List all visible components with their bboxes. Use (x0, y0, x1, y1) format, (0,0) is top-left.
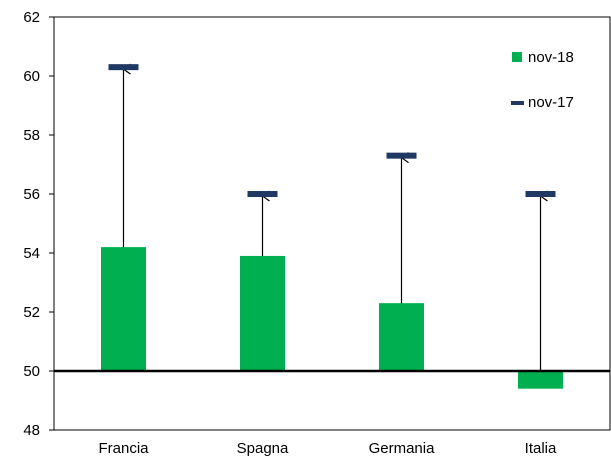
marker-spagna (247, 191, 278, 197)
y-tick-label: 62 (23, 9, 40, 26)
legend-swatch-nov-17 (511, 101, 524, 105)
bar-italia (518, 371, 563, 389)
x-tick-label: Germania (369, 440, 436, 457)
marker-italia (525, 191, 556, 197)
legend: nov-18 nov-17 (511, 49, 574, 111)
x-axis-labels: Francia Spagna Germania Italia (98, 440, 557, 457)
y-axis: 48 50 52 54 56 58 60 62 (23, 9, 54, 439)
bar-spagna (240, 255, 285, 371)
legend-label-nov-18: nov-18 (528, 49, 574, 66)
plot-area (53, 16, 611, 431)
legend-swatch-nov-18 (512, 52, 522, 62)
bar-germania (379, 303, 424, 371)
y-tick-label: 54 (23, 245, 40, 262)
y-tick-label: 58 (23, 127, 40, 144)
bars (101, 247, 563, 389)
x-tick-label: Italia (525, 440, 557, 457)
bar-francia (101, 247, 146, 371)
legend-label-nov-17: nov-17 (528, 94, 574, 111)
marker-francia (108, 64, 139, 71)
y-tick-label: 48 (23, 422, 40, 439)
x-tick-label: Francia (98, 440, 149, 457)
markers (108, 64, 556, 197)
y-tick-label: 60 (23, 68, 40, 85)
x-tick-label: Spagna (237, 440, 289, 457)
y-tick-label: 56 (23, 186, 40, 203)
marker-germania (386, 152, 417, 159)
y-tick-label: 52 (23, 304, 40, 321)
y-tick-label: 50 (23, 363, 40, 380)
